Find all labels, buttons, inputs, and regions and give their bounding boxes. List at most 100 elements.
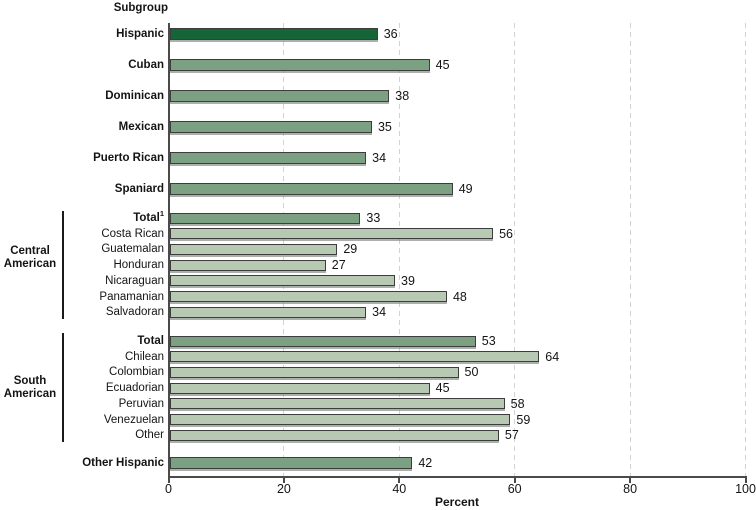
row-label-text: Total bbox=[137, 335, 164, 347]
value-label-ecuadorian: 45 bbox=[435, 381, 450, 396]
axis-tick bbox=[629, 478, 632, 483]
row-label-text: Hispanic bbox=[116, 28, 164, 40]
bar-costa-rican bbox=[170, 228, 494, 240]
value-label-mexican: 35 bbox=[377, 120, 392, 134]
axis-tick-label: 100 bbox=[735, 482, 756, 496]
chart-header: Subgroup bbox=[113, 2, 168, 14]
bar-mexican bbox=[170, 121, 372, 133]
bar-peruvian bbox=[170, 398, 505, 410]
row-label-text: Panamanian bbox=[99, 290, 164, 303]
row-label-text: Other bbox=[135, 429, 164, 442]
row-label-text: Mexican bbox=[118, 121, 164, 133]
row-label-text: Guatemalan bbox=[101, 243, 164, 256]
bar-spaniard bbox=[170, 183, 453, 195]
axis-tick bbox=[282, 478, 285, 483]
bar-venezuelan bbox=[170, 414, 511, 426]
row-label-ecuadorian: Ecuadorian bbox=[0, 381, 164, 395]
row-label-salvadoran: Salvadoran bbox=[0, 305, 164, 319]
row-label-text: Puerto Rican bbox=[93, 152, 164, 164]
row-label-venezuelan: Venezuelan bbox=[0, 413, 164, 427]
axis-tick bbox=[744, 478, 747, 483]
row-label-cuban: Cuban bbox=[0, 58, 164, 72]
row-label-dominican: Dominican bbox=[0, 89, 164, 103]
row-label-text: Other Hispanic bbox=[82, 457, 164, 469]
bar-salvadoran bbox=[170, 306, 367, 318]
gridline bbox=[514, 23, 516, 476]
value-label-total: 53 bbox=[481, 334, 496, 348]
row-label-text: Nicaraguan bbox=[105, 274, 164, 287]
bar-puerto-rican bbox=[170, 152, 367, 164]
bar-chilean bbox=[170, 351, 540, 363]
axis-tick-label: 40 bbox=[392, 482, 407, 496]
row-label-spaniard: Spaniard bbox=[0, 182, 164, 196]
row-label-text: Colombian bbox=[109, 366, 164, 379]
bar-honduran bbox=[170, 259, 326, 271]
value-label-other: 57 bbox=[504, 428, 519, 443]
row-label-total: Total bbox=[0, 334, 164, 348]
bar-other-hispanic bbox=[170, 457, 413, 469]
axis-tick bbox=[398, 478, 401, 483]
group-bracket bbox=[62, 333, 64, 442]
row-label-text: Venezuelan bbox=[103, 413, 164, 426]
row-label-text: Salvadoran bbox=[105, 306, 164, 319]
row-label-total: Total1 bbox=[0, 209, 164, 225]
axis-tick-label: 0 bbox=[165, 482, 172, 496]
row-label-other: Other bbox=[0, 428, 164, 442]
value-label-honduran: 27 bbox=[331, 258, 346, 273]
row-label-honduran: Honduran bbox=[0, 258, 164, 272]
row-label-text: Total bbox=[133, 212, 160, 224]
row-label-other-hispanic: Other Hispanic bbox=[0, 456, 164, 470]
value-label-spaniard: 49 bbox=[458, 182, 473, 196]
value-label-dominican: 38 bbox=[395, 89, 410, 103]
row-label-puerto-rican: Puerto Rican bbox=[0, 151, 164, 165]
value-label-guatemalan: 29 bbox=[343, 242, 358, 257]
gridline bbox=[398, 23, 400, 476]
footnote-marker: 1 bbox=[159, 209, 164, 219]
x-axis-line bbox=[168, 476, 747, 478]
row-label-text: Cuban bbox=[128, 59, 164, 71]
row-label-guatemalan: Guatemalan bbox=[0, 242, 164, 256]
row-label-text: Costa Rican bbox=[101, 227, 164, 240]
row-label-costa-rican: Costa Rican bbox=[0, 227, 164, 241]
row-label-chilean: Chilean bbox=[0, 350, 164, 364]
value-label-total: 33 bbox=[366, 211, 381, 225]
bar-hispanic bbox=[170, 28, 378, 40]
value-label-peruvian: 58 bbox=[510, 396, 525, 411]
row-label-text: Ecuadorian bbox=[105, 382, 164, 395]
axis-tick bbox=[167, 478, 170, 483]
value-label-cuban: 45 bbox=[435, 58, 450, 72]
bar-nicaraguan bbox=[170, 275, 396, 287]
value-label-venezuelan: 59 bbox=[516, 412, 531, 427]
bar-panamanian bbox=[170, 291, 447, 303]
bar-ecuadorian bbox=[170, 382, 430, 394]
axis-tick-label: 60 bbox=[507, 482, 522, 496]
bar-guatemalan bbox=[170, 243, 338, 255]
bar-total bbox=[170, 212, 361, 224]
row-label-text: Chilean bbox=[125, 350, 164, 363]
value-label-colombian: 50 bbox=[464, 365, 479, 380]
row-label-hispanic: Hispanic bbox=[0, 27, 164, 41]
bar-cuban bbox=[170, 59, 430, 71]
bar-colombian bbox=[170, 366, 459, 378]
row-label-text: Honduran bbox=[113, 259, 164, 272]
value-label-puerto-rican: 34 bbox=[372, 151, 387, 165]
bar-dominican bbox=[170, 90, 390, 102]
group-label-central-american: Central American bbox=[3, 245, 57, 270]
row-label-colombian: Colombian bbox=[0, 365, 164, 379]
group-bracket bbox=[62, 211, 64, 319]
row-label-text: Spaniard bbox=[114, 183, 164, 195]
row-label-peruvian: Peruvian bbox=[0, 397, 164, 411]
y-axis-line bbox=[168, 23, 170, 478]
value-label-other-hispanic: 42 bbox=[418, 456, 433, 470]
value-label-nicaraguan: 39 bbox=[401, 273, 415, 288]
row-label-panamanian: Panamanian bbox=[0, 290, 164, 304]
axis-tick bbox=[513, 478, 516, 483]
x-axis-title: Percent bbox=[434, 495, 480, 509]
group-label-south-american: South American bbox=[3, 375, 57, 400]
value-label-hispanic: 36 bbox=[383, 27, 398, 41]
gridline bbox=[629, 23, 631, 476]
value-label-salvadoran: 34 bbox=[372, 305, 387, 320]
value-label-chilean: 64 bbox=[545, 349, 560, 364]
row-label-mexican: Mexican bbox=[0, 120, 164, 134]
